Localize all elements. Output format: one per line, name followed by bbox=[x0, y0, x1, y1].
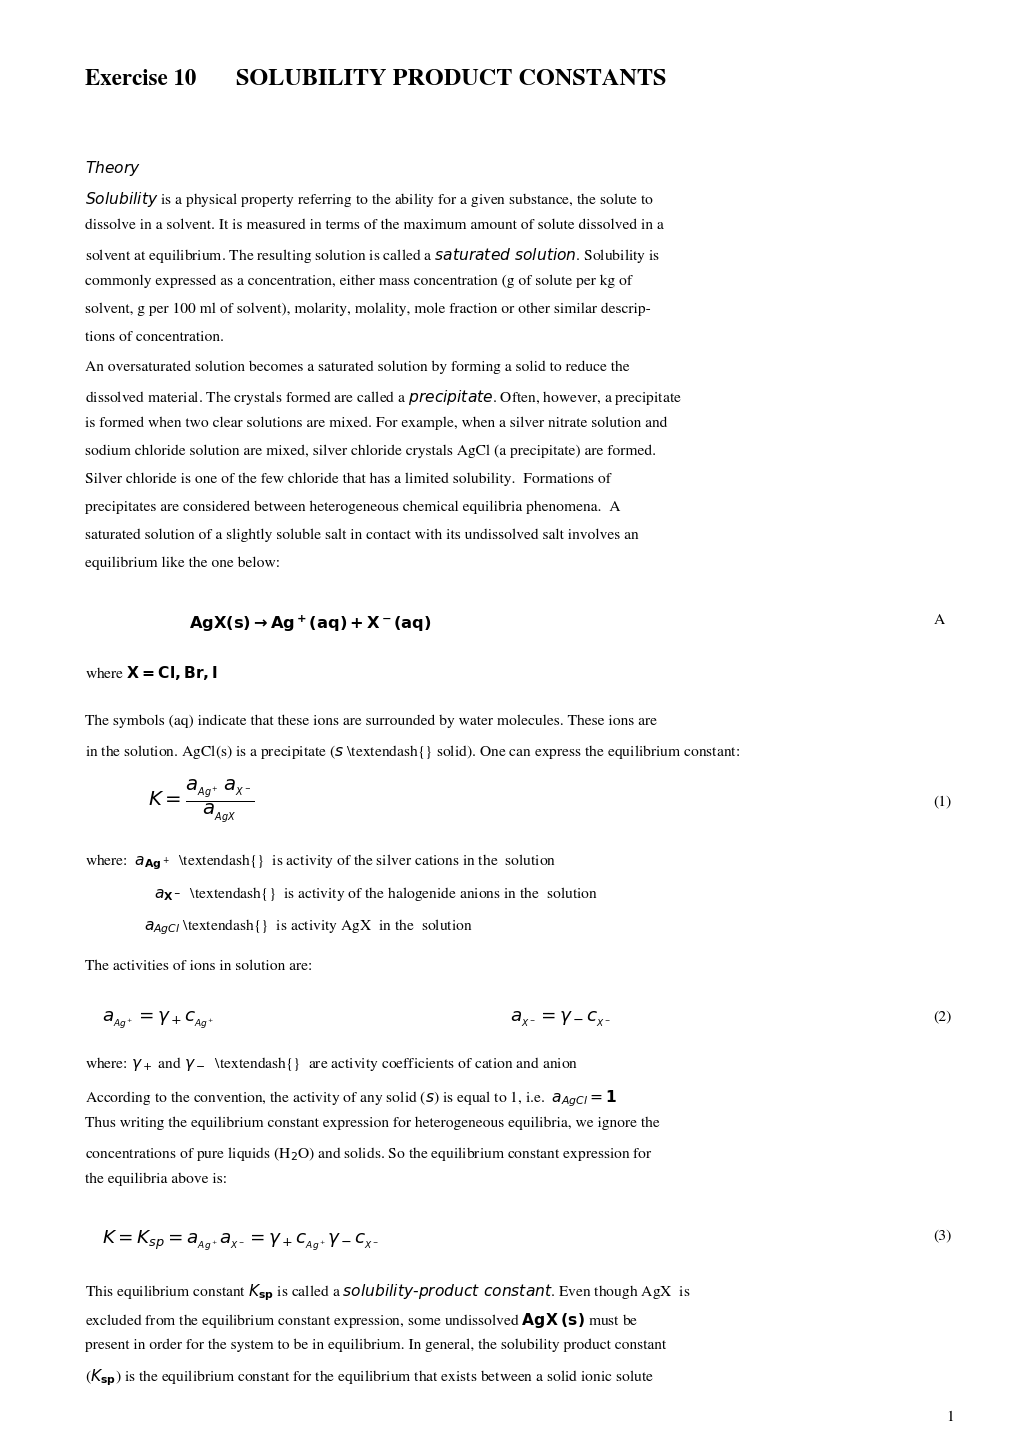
Text: precipitates are considered between heterogeneous chemical equilibria phenomena.: precipitates are considered between hete… bbox=[85, 500, 620, 515]
Text: is formed when two clear solutions are mixed. For example, when a silver nitrate: is formed when two clear solutions are m… bbox=[85, 417, 666, 430]
Text: (3): (3) bbox=[932, 1229, 951, 1243]
Text: excluded from the equilibrium constant expression, some undissolved $\mathbf{AgX: excluded from the equilibrium constant e… bbox=[85, 1311, 638, 1330]
Text: $\bf{\it{Theory}}$: $\bf{\it{Theory}}$ bbox=[85, 159, 141, 179]
Text: concentrations of pure liquids (H$_2$O) and solids. So the equilibrium constant : concentrations of pure liquids (H$_2$O) … bbox=[85, 1145, 652, 1162]
Text: where: $\gamma_+$ and $\gamma_-$  \textendash{}  are activity coefficients of ca: where: $\gamma_+$ and $\gamma_-$ \texten… bbox=[85, 1054, 578, 1073]
Text: This equilibrium constant $K_\mathbf{sp}$ is called a $\mathbf{\it{solubility\te: This equilibrium constant $K_\mathbf{sp}… bbox=[85, 1282, 690, 1304]
Text: tions of concentration.: tions of concentration. bbox=[85, 330, 223, 345]
Text: An oversaturated solution becomes a saturated solution by forming a solid to red: An oversaturated solution becomes a satu… bbox=[85, 360, 629, 373]
Text: Thus writing the equilibrium constant expression for heterogeneous equilibria, w: Thus writing the equilibrium constant ex… bbox=[85, 1116, 658, 1131]
Text: (2): (2) bbox=[932, 1009, 951, 1024]
Text: ($K_\mathbf{sp}$) is the equilibrium constant for the equilibrium that exists be: ($K_\mathbf{sp}$) is the equilibrium con… bbox=[85, 1367, 653, 1387]
Text: solvent at equilibrium. The resulting solution is called a $\bf{\it{saturated\ s: solvent at equilibrium. The resulting so… bbox=[85, 247, 659, 265]
Text: saturated solution of a slightly soluble salt in contact with its undissolved sa: saturated solution of a slightly soluble… bbox=[85, 529, 638, 542]
Text: present in order for the system to be in equilibrium. In general, the solubility: present in order for the system to be in… bbox=[85, 1338, 665, 1353]
Text: Exercise 10: Exercise 10 bbox=[85, 69, 207, 91]
Text: The symbols (aq) indicate that these ions are surrounded by water molecules. The: The symbols (aq) indicate that these ion… bbox=[85, 715, 656, 728]
Text: SOLUBILITY PRODUCT CONSTANTS: SOLUBILITY PRODUCT CONSTANTS bbox=[235, 69, 665, 91]
Text: A: A bbox=[932, 613, 944, 627]
Text: in the solution. AgCl(s) is a precipitate ($s$ \textendash{} solid). One can exp: in the solution. AgCl(s) is a precipitat… bbox=[85, 743, 739, 761]
Text: According to the convention, the activity of any solid ($s$) is equal to 1, i.e.: According to the convention, the activit… bbox=[85, 1089, 616, 1109]
Text: solvent, g per 100 ml of solvent), molarity, molality, mole fraction or other si: solvent, g per 100 ml of solvent), molar… bbox=[85, 303, 650, 316]
Text: (1): (1) bbox=[932, 795, 951, 809]
Text: equilibrium like the one below:: equilibrium like the one below: bbox=[85, 557, 279, 571]
Text: where:  $a_{\mathbf{Ag}^+}$  \textendash{}  is activity of the silver cations in: where: $a_{\mathbf{Ag}^+}$ \textendash{}… bbox=[85, 852, 555, 872]
Text: where $\mathbf{X = Cl, Br, I}$: where $\mathbf{X = Cl, Br, I}$ bbox=[85, 663, 217, 682]
Text: $K = K_{sp} = a_{_{Ag^+}} a_{_{X^-}} = \gamma_+ c_{_{Ag^+}}\gamma_- c_{_{X^-}}$: $K = K_{sp} = a_{_{Ag^+}} a_{_{X^-}} = \… bbox=[102, 1229, 379, 1253]
Text: commonly expressed as a concentration, either mass concentration (g of solute pe: commonly expressed as a concentration, e… bbox=[85, 274, 631, 288]
Text: $a_{_{X^-}} = \gamma_-c_{_{X^-}}$: $a_{_{X^-}} = \gamma_-c_{_{X^-}}$ bbox=[510, 1009, 610, 1030]
Text: 1: 1 bbox=[946, 1410, 954, 1423]
Text: $a_{AgCl}$ \textendash{}  is activity AgX  in the  solution: $a_{AgCl}$ \textendash{} is activity AgX… bbox=[144, 917, 472, 937]
Text: sodium chloride solution are mixed, silver chloride crystals AgCl (a precipitate: sodium chloride solution are mixed, silv… bbox=[85, 444, 655, 459]
Text: dissolve in a solvent. It is measured in terms of the maximum amount of solute d: dissolve in a solvent. It is measured in… bbox=[85, 218, 662, 232]
Text: $K = \dfrac{a_{_{Ag^+}}\,a_{_{X^-}}}{a_{_{AgX}}}$: $K = \dfrac{a_{_{Ag^+}}\,a_{_{X^-}}}{a_{… bbox=[148, 779, 254, 825]
Text: the equilibria above is:: the equilibria above is: bbox=[85, 1172, 226, 1187]
Text: $\mathbf{AgX(s) \rightarrow Ag^+(aq) + X^-(aq)}$: $\mathbf{AgX(s) \rightarrow Ag^+(aq) + X… bbox=[189, 613, 431, 633]
Text: dissolved material. The crystals formed are called a $\bf{\it{precipitate}}$. Of: dissolved material. The crystals formed … bbox=[85, 388, 681, 408]
Text: $a_{_{Ag^+}} = \gamma_+c_{_{Ag^+}}$: $a_{_{Ag^+}} = \gamma_+c_{_{Ag^+}}$ bbox=[102, 1009, 214, 1031]
Text: $a\mathbf{_{X^-}}$  \textendash{}  is activity of the halogenide anions in the  : $a\mathbf{_{X^-}}$ \textendash{} is acti… bbox=[154, 884, 597, 903]
Text: $\bf{\it{Solubility}}$ is a physical property referring to the ability for a giv: $\bf{\it{Solubility}}$ is a physical pro… bbox=[85, 190, 653, 209]
Text: Silver chloride is one of the few chloride that has a limited solubility.  Forma: Silver chloride is one of the few chlori… bbox=[85, 473, 610, 486]
Text: The activities of ions in solution are:: The activities of ions in solution are: bbox=[85, 959, 312, 972]
